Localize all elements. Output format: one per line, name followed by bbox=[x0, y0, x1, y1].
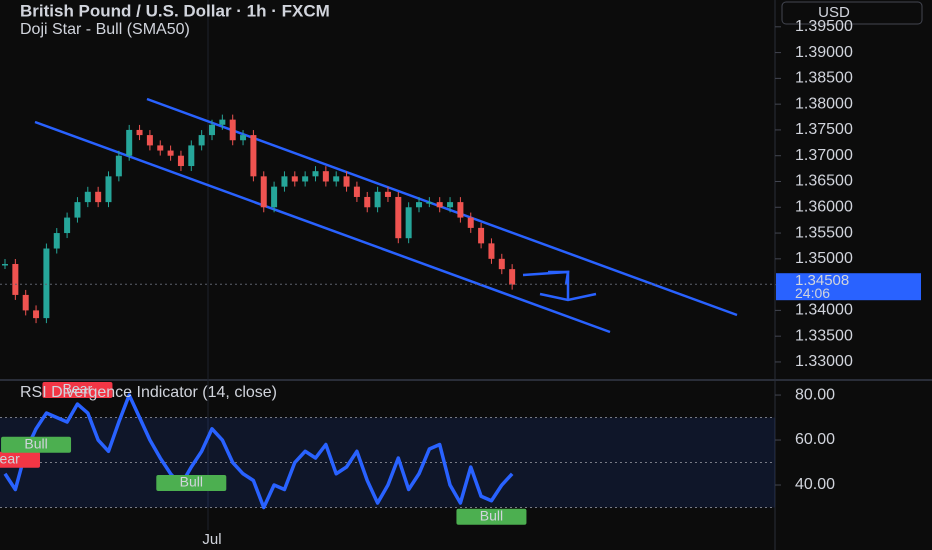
y-tick-label: 1.39500 bbox=[795, 18, 853, 35]
candle bbox=[188, 145, 195, 167]
y-tick-label: 1.36500 bbox=[795, 173, 853, 190]
candle bbox=[447, 202, 454, 208]
y-tick-label: 1.33000 bbox=[795, 353, 853, 370]
candle bbox=[384, 191, 391, 197]
bull-badge bbox=[1, 436, 72, 453]
bull-badge bbox=[156, 475, 227, 492]
bull-badge bbox=[456, 508, 527, 525]
y-tick-label: 60.00 bbox=[795, 431, 835, 448]
arrow-top bbox=[548, 270, 570, 286]
candle bbox=[219, 119, 226, 125]
candle bbox=[229, 119, 236, 141]
candle bbox=[467, 217, 474, 228]
candle bbox=[416, 202, 422, 208]
last-price-label: 1.34508 bbox=[795, 272, 849, 289]
candle bbox=[115, 155, 122, 177]
candle bbox=[457, 202, 464, 218]
candle bbox=[250, 135, 257, 177]
chart-title: British Pound / U.S. Dollar · 1h · FXCM bbox=[20, 1, 330, 20]
candle bbox=[33, 310, 40, 319]
y-tick-label: 1.36000 bbox=[795, 198, 853, 215]
candle bbox=[209, 124, 215, 136]
candle bbox=[84, 191, 91, 203]
candle bbox=[12, 263, 19, 295]
last-price-box bbox=[776, 273, 921, 301]
currency-label[interactable]: USD bbox=[818, 4, 850, 21]
y-tick-label: 1.35500 bbox=[795, 224, 853, 241]
y-tick-label: 1.37000 bbox=[795, 147, 853, 164]
candle bbox=[395, 196, 402, 239]
candle bbox=[426, 202, 433, 204]
candle bbox=[146, 135, 153, 146]
y-tick-label: 1.33500 bbox=[795, 327, 853, 344]
candle bbox=[498, 258, 505, 270]
y-tick-label: 1.37500 bbox=[795, 121, 853, 138]
candle bbox=[105, 176, 112, 203]
candle bbox=[198, 135, 205, 146]
candle bbox=[509, 269, 516, 285]
countdown-label: 24:06 bbox=[795, 285, 830, 301]
candle bbox=[312, 171, 319, 177]
channel-lower bbox=[34, 120, 611, 334]
candle bbox=[43, 248, 50, 319]
candle bbox=[291, 176, 298, 182]
bear-badge bbox=[0, 451, 40, 468]
candle bbox=[240, 135, 247, 141]
candle bbox=[260, 176, 267, 208]
signal-label: Bear bbox=[0, 450, 20, 466]
chart-subtitle: Doji Star - Bull (SMA50) bbox=[20, 21, 190, 38]
y-tick-label: 40.00 bbox=[795, 476, 835, 493]
bear-badge bbox=[42, 382, 113, 399]
y-tick-label: 1.35000 bbox=[795, 250, 853, 267]
candle bbox=[436, 202, 443, 208]
y-tick-label: 1.34000 bbox=[795, 302, 853, 319]
candle bbox=[488, 243, 495, 259]
candle bbox=[271, 186, 278, 208]
candle bbox=[22, 294, 29, 311]
candle bbox=[126, 129, 133, 156]
candle bbox=[353, 186, 360, 197]
candle bbox=[177, 155, 184, 167]
y-tick-label: 1.38500 bbox=[795, 70, 853, 87]
arrow-head bbox=[539, 292, 597, 302]
candle bbox=[405, 207, 412, 239]
candle bbox=[74, 202, 81, 218]
indicator-title: RSI Divergence Indicator (14, close) bbox=[20, 384, 277, 401]
candle bbox=[136, 129, 143, 136]
currency-button[interactable] bbox=[781, 1, 923, 25]
x-tick-label: Jul bbox=[202, 531, 221, 548]
candle bbox=[95, 191, 102, 203]
y-tick-label: 1.39000 bbox=[795, 44, 853, 61]
candle bbox=[478, 227, 485, 244]
candle bbox=[343, 176, 350, 187]
rsi-line bbox=[3, 393, 514, 510]
signal-label: Bull bbox=[180, 474, 203, 490]
candle bbox=[374, 191, 381, 208]
signal-label: Bear bbox=[63, 381, 93, 397]
candle bbox=[167, 150, 174, 156]
signal-label: Bull bbox=[24, 435, 47, 451]
candle bbox=[281, 176, 288, 187]
candle bbox=[64, 217, 71, 234]
candle bbox=[364, 196, 371, 208]
signal-label: Bull bbox=[480, 507, 503, 523]
candle bbox=[333, 176, 340, 182]
candle bbox=[322, 171, 329, 182]
candle bbox=[157, 145, 164, 151]
y-tick-label: 1.38000 bbox=[795, 95, 853, 112]
candle bbox=[2, 263, 8, 266]
candle bbox=[302, 176, 309, 182]
candle bbox=[53, 233, 60, 249]
y-tick-label: 80.00 bbox=[795, 386, 835, 403]
